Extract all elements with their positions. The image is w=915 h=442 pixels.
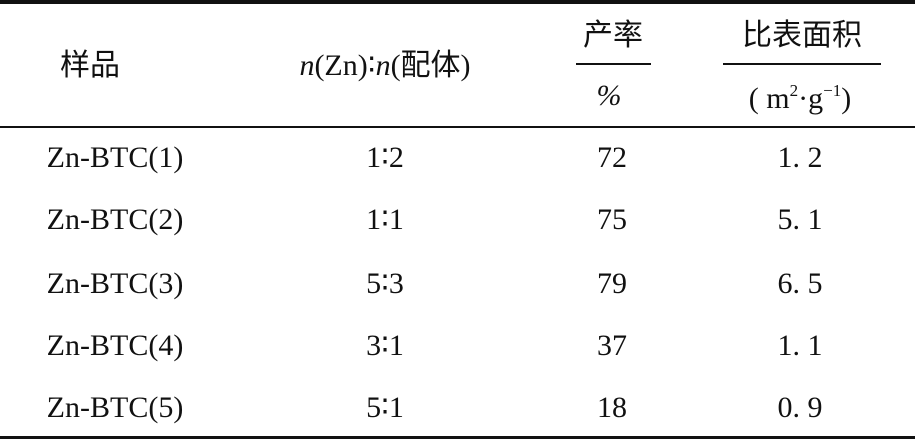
unit-exp1: 2 (789, 81, 799, 100)
cell-ratio: 5∶1 (366, 391, 404, 424)
bottom-rule (0, 436, 915, 439)
unit-close: ) (841, 82, 852, 115)
header-rule (0, 126, 915, 128)
cell-ratio: 5∶3 (366, 267, 404, 300)
cell-ratio: 1∶2 (366, 141, 404, 174)
n-var: n (299, 49, 315, 82)
cell-sample: Zn-BTC(3) (46, 267, 184, 300)
cell-sample: Zn-BTC(2) (46, 203, 184, 236)
cell-ratio: 1∶1 (366, 203, 404, 236)
cell-yield: 72 (597, 141, 627, 174)
cell-yield: 18 (597, 391, 627, 424)
zn-label: (Zn)∶ (314, 49, 376, 82)
cell-area: 1. 2 (777, 141, 823, 174)
unit-mid: ·g (798, 82, 824, 115)
ligand-label: (配体) (390, 49, 471, 82)
yield-fraction-line (576, 63, 651, 65)
unit-open: ( m (748, 82, 790, 115)
header-yield: 产率 (583, 19, 643, 52)
unit-exp2: −1 (823, 81, 842, 100)
cell-yield: 37 (597, 329, 627, 362)
cell-sample: Zn-BTC(5) (46, 391, 184, 424)
cell-area: 6. 5 (777, 267, 823, 300)
header-area: 比表面积 (742, 19, 862, 52)
header-ratio: n(Zn)∶n(配体) (299, 51, 470, 81)
cell-area: 0. 9 (777, 391, 823, 424)
area-fraction-line (723, 63, 881, 65)
cell-ratio: 3∶1 (366, 329, 404, 362)
cell-sample: Zn-BTC(1) (46, 141, 184, 174)
top-rule (0, 0, 915, 4)
cell-area: 1. 1 (777, 329, 823, 362)
header-area-unit: ( m2·g−1) (749, 82, 851, 114)
cell-yield: 79 (597, 267, 627, 300)
cell-yield: 75 (597, 203, 627, 236)
cell-sample: Zn-BTC(4) (46, 329, 184, 362)
header-yield-unit: % (596, 79, 622, 112)
n-var-2: n (375, 49, 391, 82)
header-sample: 样品 (60, 49, 120, 82)
cell-area: 5. 1 (777, 203, 823, 236)
